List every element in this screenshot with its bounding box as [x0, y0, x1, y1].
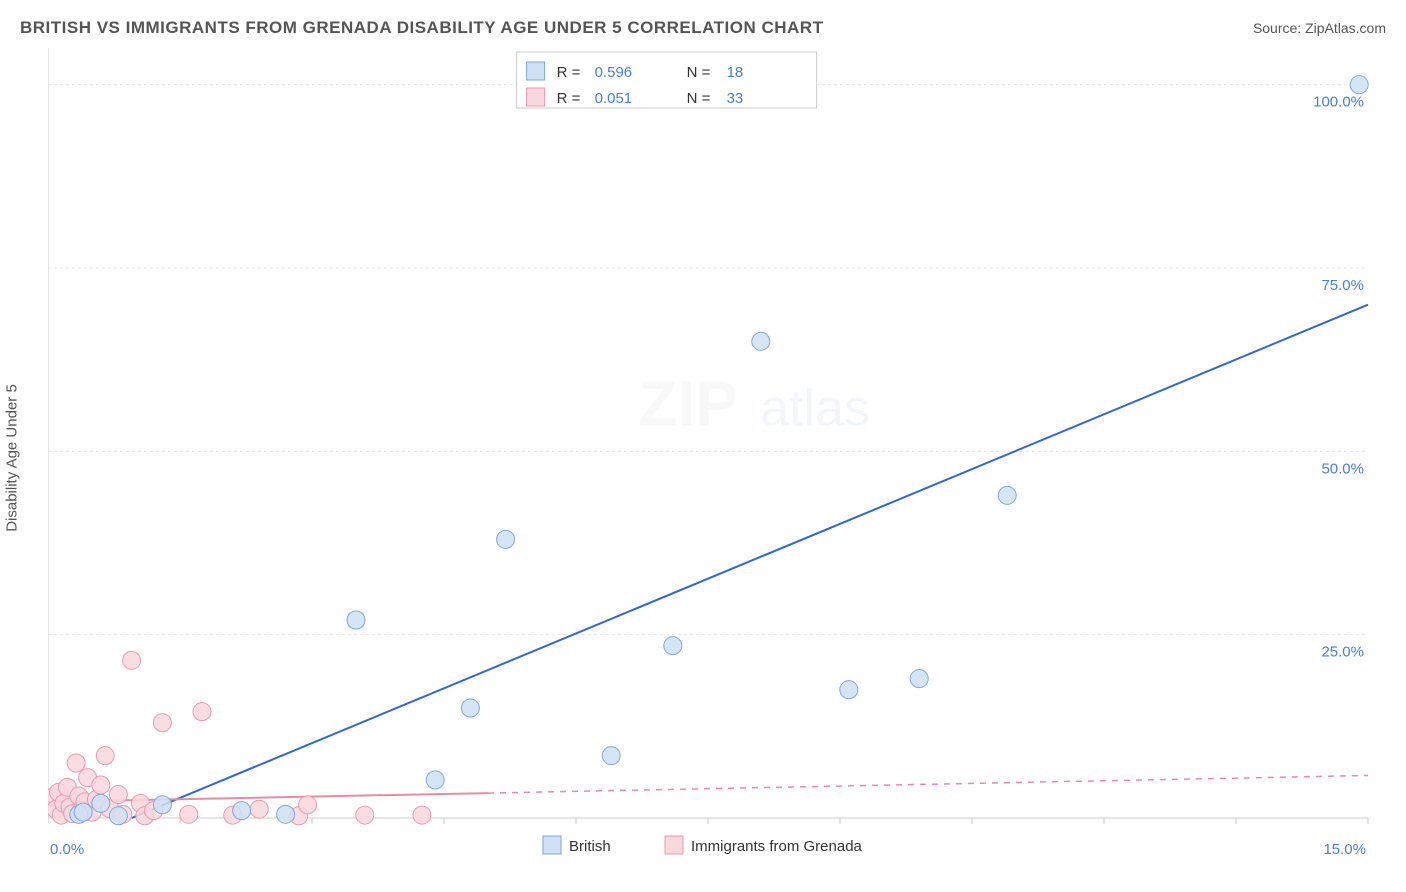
point-grenada — [153, 714, 171, 732]
stats-legend-r-label: R = — [557, 64, 581, 81]
point-grenada — [413, 806, 431, 824]
stats-legend-r-label: R = — [557, 90, 581, 107]
trend-line-grenada-dash — [488, 775, 1368, 793]
stats-legend-n-value: 33 — [727, 90, 744, 107]
stats-legend-r-value: 0.051 — [595, 90, 633, 107]
header-bar: BRITISH VS IMMIGRANTS FROM GRENADA DISAB… — [0, 0, 1406, 48]
bottom-legend-label: British — [569, 838, 611, 855]
point-british — [426, 771, 444, 789]
point-british — [840, 681, 858, 699]
watermark-text: ZIP — [638, 367, 738, 439]
point-grenada — [193, 703, 211, 721]
point-british — [153, 796, 171, 814]
point-british — [664, 637, 682, 655]
point-british — [74, 803, 92, 821]
stats-legend-swatch — [527, 88, 545, 106]
point-grenada — [299, 796, 317, 814]
bottom-legend-swatch — [543, 836, 561, 854]
point-grenada — [109, 786, 127, 804]
point-grenada — [96, 747, 114, 765]
point-british — [277, 805, 295, 823]
watermark-text-2: atlas — [760, 379, 870, 437]
stats-legend-r-value: 0.596 — [595, 64, 633, 81]
y-tick-label: 100.0% — [1313, 94, 1364, 111]
y-tick-label: 75.0% — [1321, 277, 1364, 294]
point-british — [233, 802, 251, 820]
point-grenada — [67, 754, 85, 772]
stats-legend-n-value: 18 — [727, 64, 744, 81]
y-axis-label: Disability Age Under 5 — [4, 384, 21, 532]
source-label: Source: ZipAtlas.com — [1253, 20, 1386, 36]
point-british — [497, 530, 515, 548]
point-grenada — [250, 800, 268, 818]
point-british — [109, 807, 127, 825]
point-british — [602, 747, 620, 765]
y-tick-label: 25.0% — [1321, 644, 1364, 661]
point-british — [461, 699, 479, 717]
scatter-chart: ZIP atlas 25.0% 50.0% 75.0% 100.0% 0.0% 15.0% R … — [48, 48, 1386, 868]
stats-legend-n-label: N = — [687, 64, 711, 81]
point-british — [92, 794, 110, 812]
chart-title: BRITISH VS IMMIGRANTS FROM GRENADA DISAB… — [20, 18, 823, 38]
stats-legend-swatch — [527, 62, 545, 80]
stats-legend-n-label: N = — [687, 90, 711, 107]
point-british — [1350, 76, 1368, 94]
y-tick-label: 50.0% — [1321, 460, 1364, 477]
point-british — [347, 611, 365, 629]
point-grenada — [92, 776, 110, 794]
chart-container: Disability Age Under 5 ZIPatlas25.0%50.0… — [48, 48, 1386, 868]
bottom-legend-label: Immigrants from Grenada — [691, 838, 863, 855]
trend-line-british — [132, 305, 1368, 818]
point-grenada — [180, 805, 198, 823]
point-grenada — [123, 651, 141, 669]
x-origin-label: 0.0% — [50, 841, 84, 858]
point-british — [752, 332, 770, 350]
bottom-legend-swatch — [665, 836, 683, 854]
point-british — [910, 670, 928, 688]
point-grenada — [356, 806, 374, 824]
point-british — [998, 486, 1016, 504]
x-max-label: 15.0% — [1323, 841, 1366, 858]
